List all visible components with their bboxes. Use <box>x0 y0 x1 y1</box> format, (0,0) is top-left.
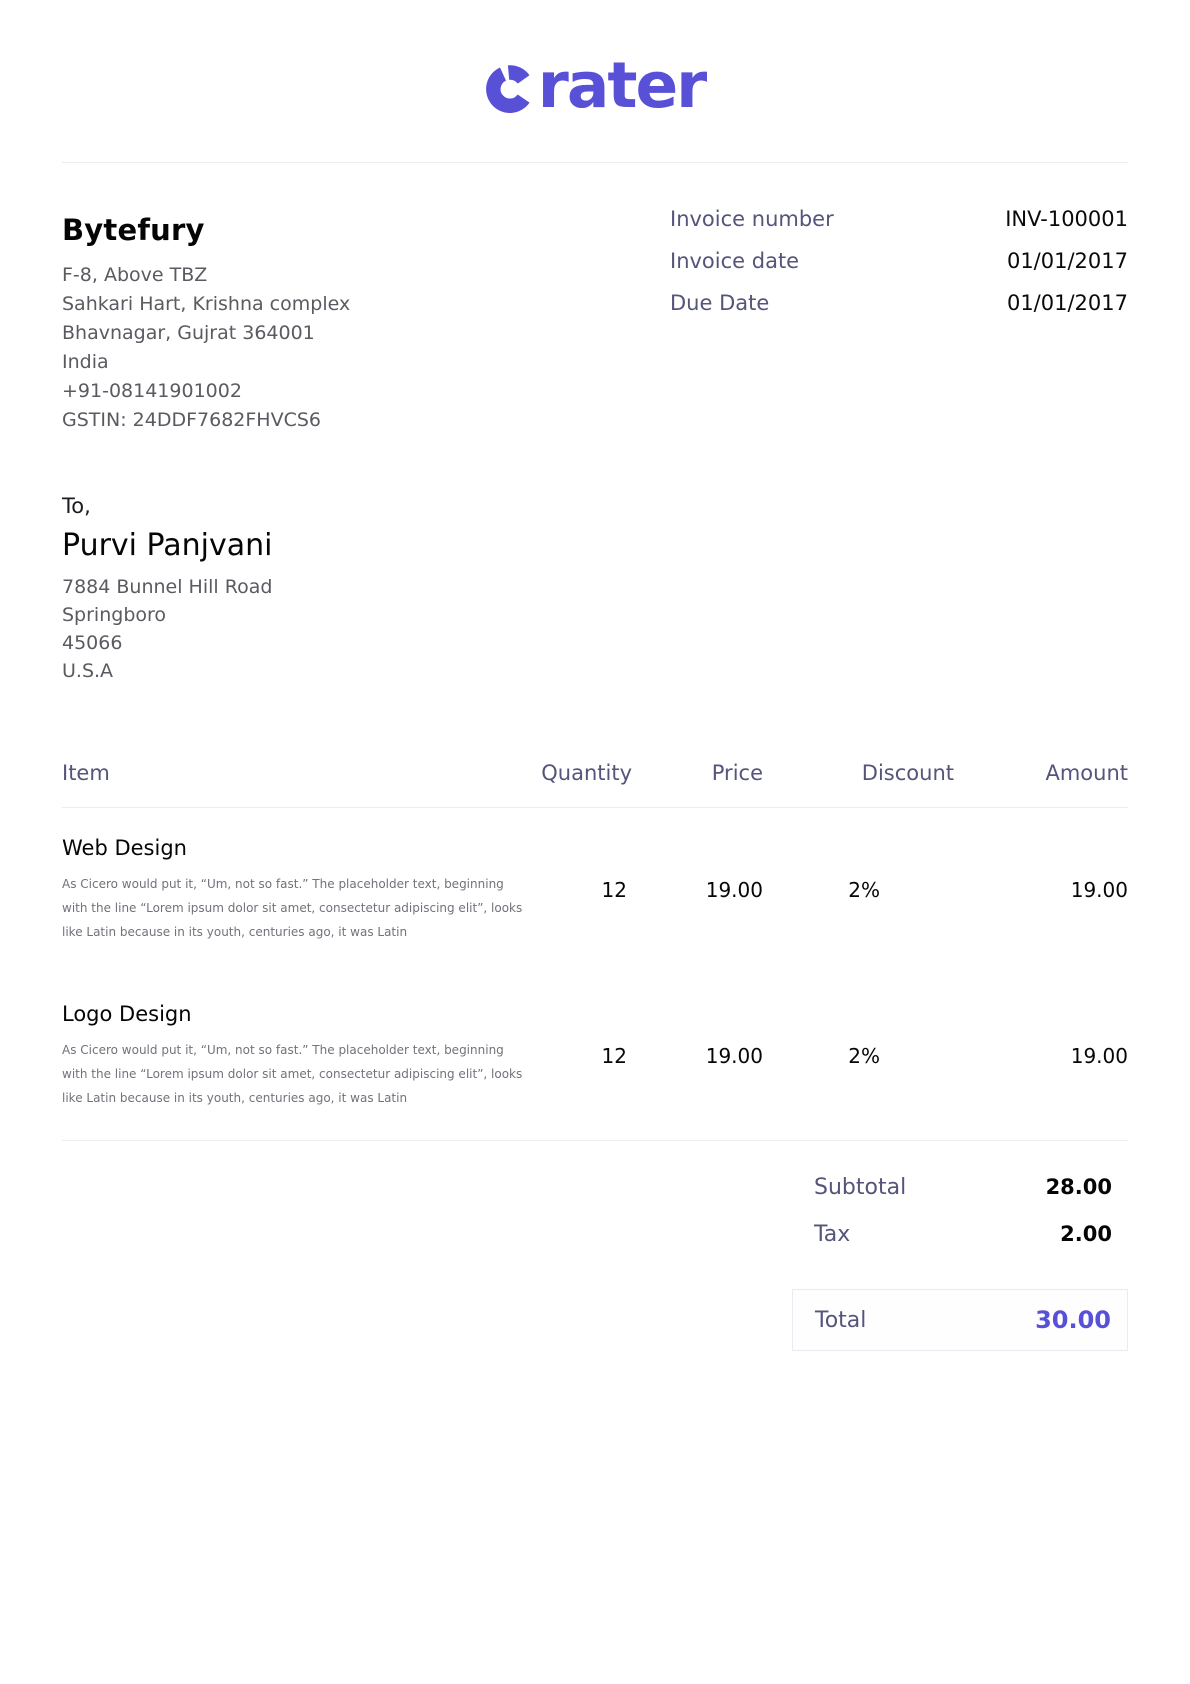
total-row: Total 30.00 <box>792 1289 1128 1351</box>
table-row: Logo Design As Cicero would put it, “Um,… <box>62 974 1128 1140</box>
item-description: As Cicero would put it, “Um, not so fast… <box>62 877 523 939</box>
crater-logo: rater <box>485 48 707 122</box>
company-address: F-8, Above TBZ Sahkari Hart, Krishna com… <box>62 261 350 435</box>
items-table-header: Item Quantity Price Discount Amount <box>62 761 1128 808</box>
tax-label: Tax <box>814 1222 851 1247</box>
subtotal-value: 28.00 <box>1045 1175 1112 1199</box>
due-date-row: Due Date 01/01/2017 <box>670 291 1128 333</box>
company-address-line: Bhavnagar, Gujrat 364001 <box>62 322 315 344</box>
column-header-amount: Amount <box>1045 761 1128 785</box>
company-address-line: India <box>62 351 109 373</box>
invoice-meta-block: Invoice number INV-100001 Invoice date 0… <box>670 207 1128 333</box>
column-header-price: Price <box>711 761 763 785</box>
bill-to-address-line: Springboro <box>62 604 167 626</box>
bill-to-address-line: U.S.A <box>62 660 114 682</box>
company-name: Bytefury <box>62 213 205 247</box>
total-value: 30.00 <box>1035 1306 1111 1334</box>
company-address-line: F-8, Above TBZ <box>62 264 208 286</box>
company-phone: +91-08141901002 <box>62 380 242 402</box>
bill-to-prefix: To, <box>62 494 91 518</box>
subtotal-row: Subtotal 28.00 <box>792 1167 1128 1214</box>
tax-value: 2.00 <box>1060 1222 1112 1246</box>
column-header-quantity: Quantity <box>541 761 632 785</box>
tax-row: Tax 2.00 <box>792 1214 1128 1261</box>
bill-to-address-line: 45066 <box>62 632 123 654</box>
invoice-date-label: Invoice date <box>670 249 800 273</box>
item-name: Web Design <box>62 836 187 860</box>
item-quantity: 12 <box>601 1044 627 1068</box>
item-amount: 19.00 <box>1070 1044 1128 1068</box>
item-cell: Logo Design As Cicero would put it, “Um,… <box>62 1000 522 1110</box>
bill-to-name: Purvi Panjvani <box>62 528 273 563</box>
item-amount: 19.00 <box>1070 878 1128 902</box>
item-cell: Web Design As Cicero would put it, “Um, … <box>62 834 522 944</box>
header-divider <box>62 162 1128 163</box>
crater-logo-c-icon <box>485 65 530 113</box>
invoice-number-label: Invoice number <box>670 207 834 231</box>
item-quantity: 12 <box>601 878 627 902</box>
company-gstin: GSTIN: 24DDF7682FHVCS6 <box>62 409 321 431</box>
item-discount: 2% <box>848 878 880 902</box>
company-address-line: Sahkari Hart, Krishna complex <box>62 293 351 315</box>
bill-to-address-line: 7884 Bunnel Hill Road <box>62 576 273 598</box>
items-table-body: Web Design As Cicero would put it, “Um, … <box>62 808 1128 1141</box>
subtotal-label: Subtotal <box>814 1175 907 1200</box>
total-label: Total <box>815 1307 867 1333</box>
bill-to-section: To, Purvi Panjvani 7884 Bunnel Hill Road… <box>62 491 1128 685</box>
column-header-discount: Discount <box>861 761 954 785</box>
due-date-value: 01/01/2017 <box>1006 291 1128 315</box>
logo-wordmark: rater <box>537 48 707 122</box>
company-block: Bytefury F-8, Above TBZ Sahkari Hart, Kr… <box>62 213 350 435</box>
invoice-date-value: 01/01/2017 <box>1006 249 1128 273</box>
header: rater <box>62 44 1128 130</box>
invoice-info-section: Bytefury F-8, Above TBZ Sahkari Hart, Kr… <box>62 207 1128 435</box>
items-table: Item Quantity Price Discount Amount Web … <box>62 761 1128 1141</box>
invoice-date-row: Invoice date 01/01/2017 <box>670 249 1128 291</box>
bill-to-address: 7884 Bunnel Hill Road Springboro 45066 U… <box>62 573 1128 685</box>
totals-section: Subtotal 28.00 Tax 2.00 Total 30.00 <box>62 1167 1128 1351</box>
item-price: 19.00 <box>705 1044 763 1068</box>
item-name: Logo Design <box>62 1002 192 1026</box>
item-price: 19.00 <box>705 878 763 902</box>
item-discount: 2% <box>848 1044 880 1068</box>
item-description: As Cicero would put it, “Um, not so fast… <box>62 1043 523 1105</box>
column-header-item: Item <box>62 761 110 785</box>
invoice-number-value: INV-100001 <box>1005 207 1128 231</box>
invoice-number-row: Invoice number INV-100001 <box>670 207 1128 249</box>
due-date-label: Due Date <box>670 291 770 315</box>
table-row: Web Design As Cicero would put it, “Um, … <box>62 808 1128 974</box>
